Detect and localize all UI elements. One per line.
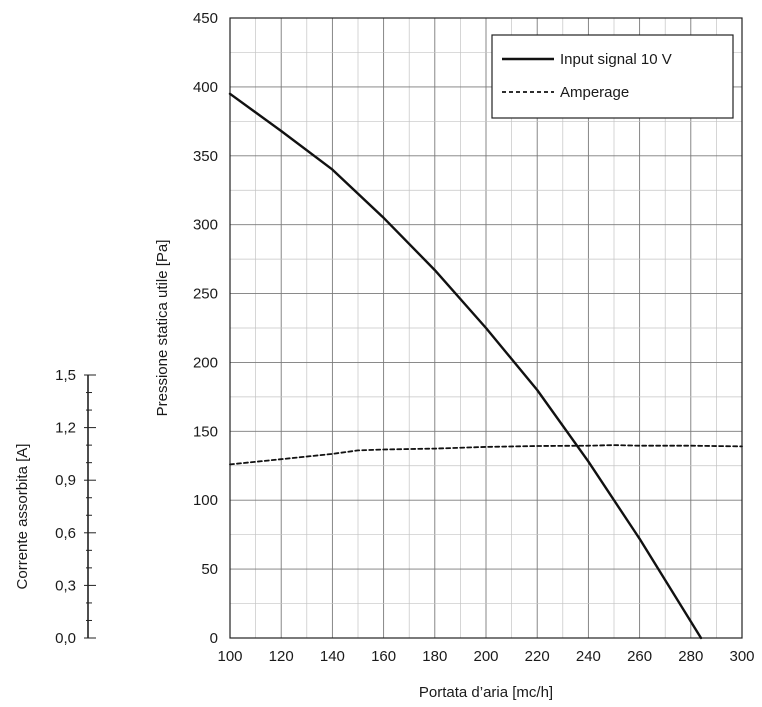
- y-tick-label: 450: [193, 10, 218, 27]
- y-tick-label: 0: [210, 630, 218, 647]
- chart-series-layer: [228, 92, 743, 640]
- y-tick-label: 50: [201, 561, 218, 578]
- secondary-y-tick-label: 0,9: [55, 472, 76, 489]
- plot-area-frame: [229, 17, 743, 639]
- y-tick-label: 150: [193, 423, 218, 440]
- x-tick-label: 240: [576, 648, 601, 665]
- secondary-y-tick-label: 0,0: [55, 630, 76, 647]
- series-line-input-signal: [228, 92, 703, 640]
- legend-box: [491, 34, 734, 119]
- x-tick-label: 220: [525, 648, 550, 665]
- x-axis-title: Portata d’aria [mc/h]: [419, 684, 553, 701]
- x-tick-label: 100: [217, 648, 242, 665]
- y-axis-ticks: 0 50 100 150 200 250 300 350 400 450: [193, 10, 218, 647]
- y-tick-label: 200: [193, 354, 218, 371]
- y-axis-title: Pressione statica utile [Pa]: [154, 240, 171, 417]
- x-tick-label: 260: [627, 648, 652, 665]
- chart-legend: Input signal 10 V Amperage: [491, 34, 734, 119]
- y-tick-label: 400: [193, 79, 218, 96]
- y-tick-label: 350: [193, 148, 218, 165]
- legend-label-amperage: Amperage: [560, 84, 629, 101]
- secondary-y-axis: 0,0 0,3 0,6 0,9 1,2 1,5: [55, 367, 96, 647]
- series-line-amperage: [229, 444, 743, 466]
- legend-label-input-signal: Input signal 10 V: [560, 51, 672, 68]
- x-tick-label: 120: [269, 648, 294, 665]
- y-tick-label: 300: [193, 217, 218, 234]
- secondary-y-tick-label: 0,3: [55, 577, 76, 594]
- y-tick-label: 250: [193, 286, 218, 303]
- x-tick-label: 180: [422, 648, 447, 665]
- x-tick-label: 300: [729, 648, 754, 665]
- x-tick-label: 160: [371, 648, 396, 665]
- secondary-y-tick-label: 1,5: [55, 367, 76, 384]
- x-tick-label: 140: [320, 648, 345, 665]
- y-tick-label: 100: [193, 492, 218, 509]
- secondary-y-tick-label: 0,6: [55, 525, 76, 542]
- secondary-y-tick-label: 1,2: [55, 420, 76, 437]
- x-tick-label: 200: [473, 648, 498, 665]
- x-axis-ticks: 100 120 140 160 180 200 220 240 260 280 300: [217, 648, 754, 665]
- secondary-y-axis-title: Corrente assorbita [A]: [14, 444, 31, 590]
- x-tick-label: 280: [678, 648, 703, 665]
